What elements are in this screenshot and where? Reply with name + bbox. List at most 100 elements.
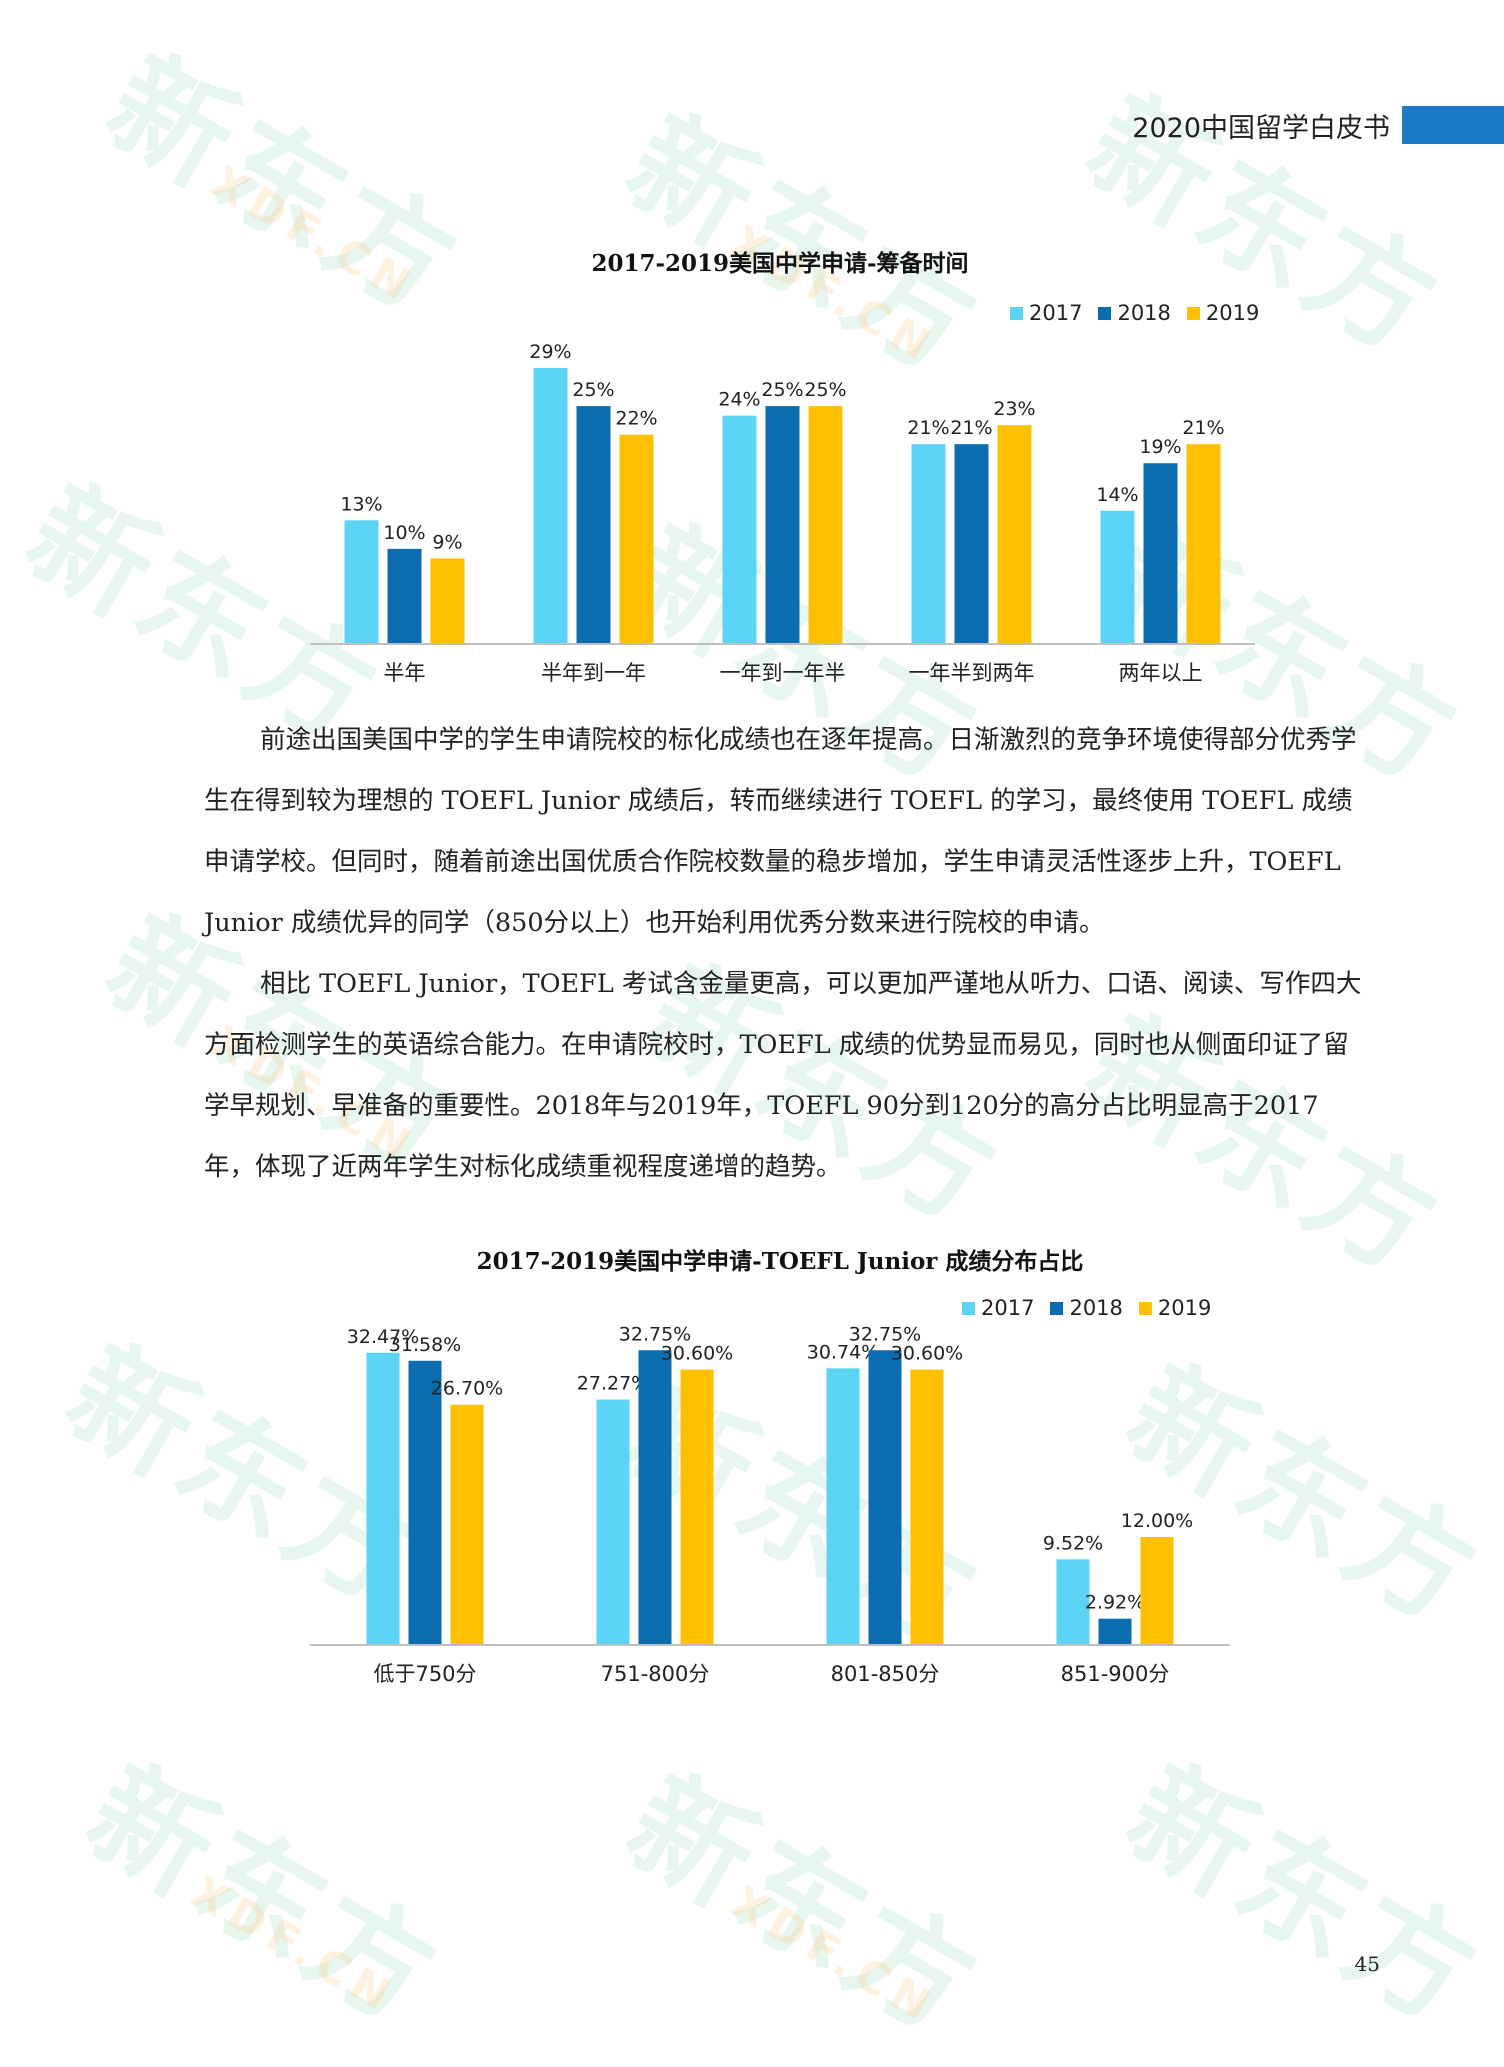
data-label-2017-0: 32.47% [347,1326,419,1348]
legend-label-2018: 2018 [1117,301,1171,325]
watermark-sub-text: XDF.CN [182,1866,406,2025]
data-label-2019-0: 26.70% [431,1378,503,1400]
bar-2018-2 [868,1350,902,1645]
category-label-1: 半年到一年 [541,661,646,685]
category-label-2: 一年到一年半 [720,661,846,685]
bar-2019-0 [450,1404,484,1645]
bar-2018-2 [765,406,800,644]
bar-2018-1 [576,406,611,644]
bar-2019-0 [430,558,465,644]
data-label-2019-1: 30.60% [661,1343,733,1365]
data-label-2017-2: 30.74% [807,1341,879,1363]
category-label-3: 一年半到两年 [909,661,1035,685]
legend-swatch-2017 [962,1301,975,1315]
bar-2017-4 [1100,510,1135,644]
header-accent-bar [1402,106,1504,144]
chart2-toefl-junior: 32.47%31.58%26.70%低于750分27.27%32.75%30.6… [310,1323,1230,1686]
chart2-legend: 2017 2018 2019 [962,1296,1211,1320]
data-label-2017-4: 14% [1096,484,1138,506]
data-label-2019-3: 23% [993,398,1035,420]
bar-2018-1 [638,1350,672,1645]
watermark-sub-text: XDF.CN [202,156,426,315]
bar-2017-2 [826,1368,860,1645]
bar-2017-1 [596,1399,630,1645]
bar-2017-0 [366,1352,400,1645]
bar-2019-2 [808,406,843,644]
data-label-2018-3: 21% [950,417,992,439]
data-label-2019-1: 22% [615,408,657,430]
category-label-1: 751-800分 [601,1662,710,1686]
bar-2018-3 [1098,1618,1132,1645]
data-label-2019-4: 21% [1182,417,1224,439]
bar-2017-1 [533,368,568,644]
data-label-2018-3: 2.92% [1085,1592,1145,1614]
bar-2019-2 [910,1369,944,1645]
legend-swatch-2019 [1186,306,1200,320]
legend-swatch-2018 [1098,306,1112,320]
category-label-0: 半年 [384,661,426,685]
legend-item-2018: 2018 [1050,1296,1123,1320]
bar-2018-0 [408,1360,442,1645]
legend-label-2017: 2017 [1029,301,1083,325]
data-label-2019-3: 12.00% [1121,1510,1193,1532]
bar-2019-3 [1140,1537,1174,1645]
watermark-text: 新东方 [84,32,482,342]
data-label-2019-2: 25% [804,379,846,401]
legend-item-2018: 2018 [1098,301,1171,325]
category-label-4: 两年以上 [1119,661,1203,685]
bar-2018-0 [387,548,422,644]
data-label-2017-0: 13% [340,493,382,515]
body-paragraph: 相比 TOEFL Junior，TOEFL 考试含金量更高，可以更加严谨地从听力… [204,969,1362,1182]
data-label-2018-0: 10% [383,522,425,544]
legend-swatch-2018 [1050,1301,1064,1315]
data-label-2018-1: 25% [572,379,614,401]
bar-2019-4 [1186,444,1221,644]
chart1-title: 2017-2019美国中学申请-筹备时间 [591,250,969,277]
watermark-text: 新东方 [604,1752,1002,2062]
data-label-2018-2: 25% [761,379,803,401]
bar-2017-0 [344,520,379,644]
legend-item-2017: 2017 [962,1296,1034,1320]
bar-2019-1 [619,434,654,644]
bar-2017-3 [911,444,946,644]
watermark-text: 新东方 [64,1742,462,2052]
legend-item-2017: 2017 [1010,301,1082,325]
legend-label-2019: 2019 [1205,301,1260,325]
page-number: 45 [1354,1952,1380,1976]
legend-item-2019: 2019 [1138,1296,1212,1320]
bar-2018-3 [954,444,989,644]
legend-swatch-2019 [1138,1301,1152,1315]
bar-2018-4 [1143,463,1178,644]
data-label-2019-2: 30.60% [891,1343,963,1365]
data-label-2018-2: 32.75% [849,1323,921,1345]
data-label-2017-2: 24% [718,389,760,411]
bar-2019-1 [680,1369,714,1645]
legend-label-2017: 2017 [981,1296,1035,1320]
bar-2017-3 [1056,1559,1090,1645]
bar-2017-2 [722,415,757,644]
bar-2019-3 [997,425,1032,644]
page-header-title: 2020中国留学白皮书 [1132,113,1390,144]
data-label-2017-3: 9.52% [1043,1532,1103,1554]
category-label-2: 801-850分 [831,1662,940,1686]
data-label-2018-0: 31.58% [389,1334,461,1356]
data-label-2017-1: 27.27% [577,1373,649,1395]
chart1-legend: 2017 2018 2019 [1010,301,1259,325]
watermark-text: 新东方 [1104,1742,1502,2052]
data-label-2017-1: 29% [529,341,571,363]
watermark-sub-text: XDF.CN [722,1876,946,2035]
legend-label-2019: 2019 [1157,1296,1212,1320]
data-label-2018-4: 19% [1139,436,1181,458]
data-label-2019-0: 9% [432,531,462,553]
legend-swatch-2017 [1010,306,1023,320]
category-label-3: 851-900分 [1061,1662,1170,1686]
legend-label-2018: 2018 [1069,1296,1123,1320]
data-label-2018-1: 32.75% [619,1323,691,1345]
category-label-0: 低于750分 [373,1662,476,1686]
body-paragraph: 前途出国美国中学的学生申请院校的标化成绩也在逐年提高。日渐激烈的竞争环境使得部分… [204,725,1357,938]
data-label-2017-3: 21% [907,417,949,439]
chart2-title: 2017-2019美国中学申请-TOEFL Junior 成绩分布占比 [476,1248,1084,1275]
body-text: 前途出国美国中学的学生申请院校的标化成绩也在逐年提高。日渐激烈的竞争环境使得部分… [204,710,1364,1198]
legend-item-2019: 2019 [1186,301,1260,325]
